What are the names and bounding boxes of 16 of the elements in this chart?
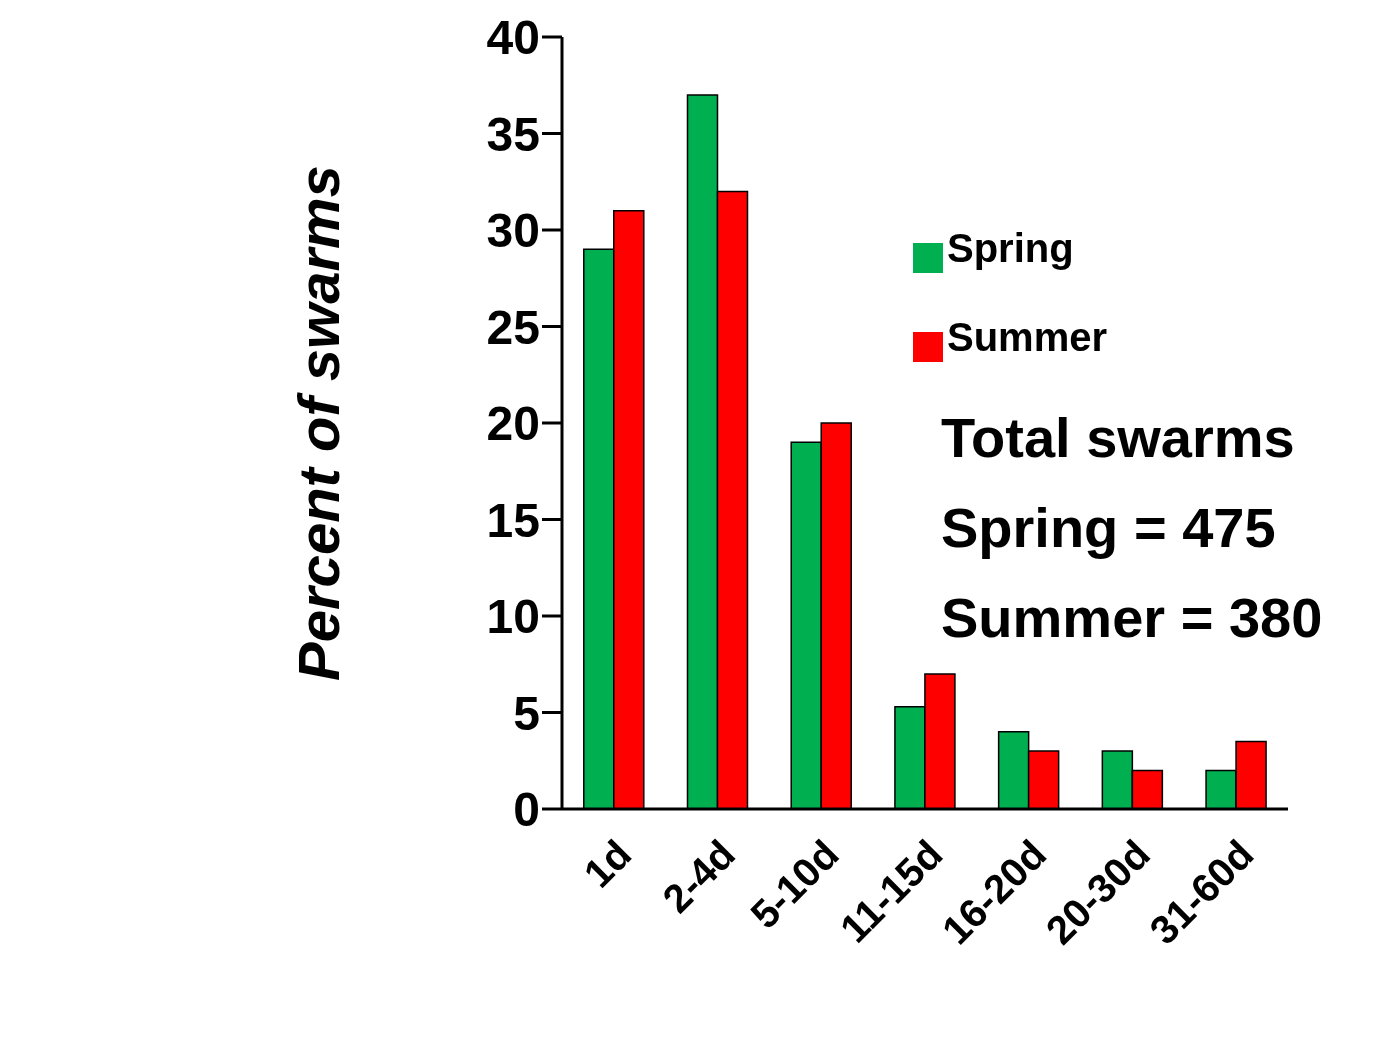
legend-label: Spring [947, 226, 1074, 270]
y-axis-title: Percent of swarms [285, 165, 351, 681]
annotation: Total swarms [941, 405, 1296, 471]
legend-label: Summer [947, 315, 1108, 359]
y-tick-label: 30 [486, 204, 540, 258]
y-tick-label: 35 [486, 107, 540, 161]
y-tick-label: 40 [486, 11, 540, 65]
y-tick-label: 20 [486, 397, 540, 451]
annotation: Summer = 380 [941, 585, 1323, 651]
x-tick-label: 1d [575, 831, 640, 896]
y-tick-label: 25 [486, 300, 540, 354]
y-tick-label: 5 [513, 686, 540, 740]
annotation: Spring = 475 [941, 495, 1277, 561]
y-tick-label: 10 [486, 590, 540, 644]
y-tick-label: 0 [513, 783, 540, 837]
y-tick-label: 15 [486, 493, 540, 547]
